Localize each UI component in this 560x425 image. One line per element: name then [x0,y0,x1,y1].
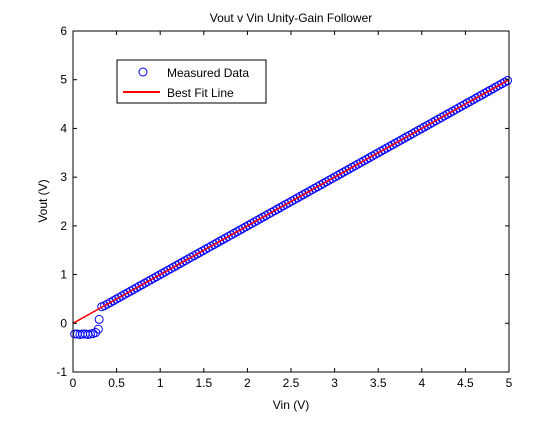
y-tick-label: 1 [60,268,67,282]
y-tick-label: 4 [60,121,67,135]
best-fit-line [72,79,510,324]
y-tick-label: 0 [60,316,67,330]
legend-box [116,59,267,104]
legend: Measured Data Best Fit Line [116,59,267,104]
chart-title: Vout v Vin Unity-Gain Follower [210,11,373,25]
data-point [503,76,513,86]
x-tick-label: 4.5 [457,376,474,390]
y-tick-label: 2 [60,219,67,233]
legend-marker-measured [138,67,148,77]
data-point [93,324,103,334]
x-tick-label: 5 [506,376,513,390]
x-tick-label: 4 [418,376,425,390]
x-tick-label: 1.5 [195,376,212,390]
y-axis-label: Vout (V) [36,179,50,222]
data-point [94,314,104,324]
y-tick-label: -1 [56,365,67,379]
legend-label-measured: Measured Data [167,66,249,80]
x-tick-label: 3 [331,376,338,390]
x-tick-label: 0.5 [108,376,125,390]
x-axis-label: Vin (V) [273,398,309,412]
x-tick-label: 0 [70,376,77,390]
y-tick-label: 3 [60,170,67,184]
x-tick-label: 2 [244,376,251,390]
x-tick-label: 1 [157,376,164,390]
x-tick-label: 3.5 [370,376,387,390]
legend-label-bestfit: Best Fit Line [167,86,234,100]
y-tick-label: 6 [60,24,67,38]
y-tick-label: 5 [60,73,67,87]
x-tick-label: 2.5 [283,376,300,390]
series-layer [70,76,513,339]
